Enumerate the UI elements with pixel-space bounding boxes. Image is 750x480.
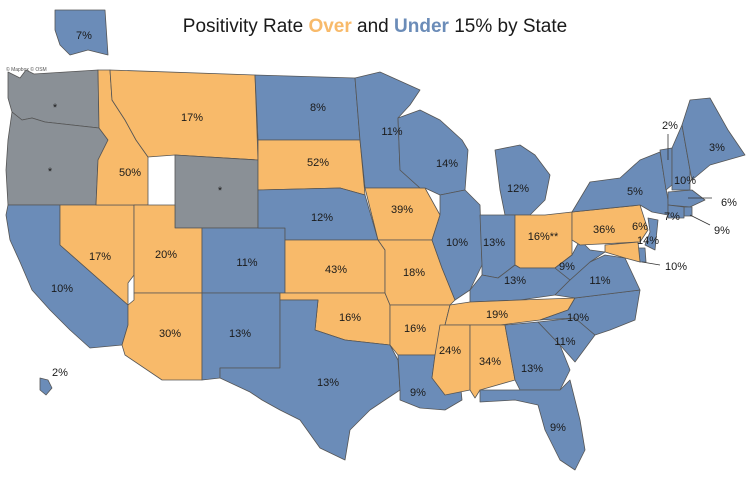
state-label-fl: 9% (550, 422, 566, 434)
state-nc[interactable] (539, 289, 641, 336)
state-label-az: 30% (159, 328, 181, 340)
state-label-nj: 6% (632, 221, 648, 233)
state-label-ga: 13% (521, 363, 543, 375)
state-label-mn: 11% (381, 126, 402, 138)
state-label-ak: 7% (76, 30, 92, 42)
state-ma[interactable] (667, 189, 706, 208)
state-il[interactable] (431, 189, 483, 301)
state-label-tx: 13% (317, 377, 339, 389)
title-under-word: Under (394, 16, 450, 37)
state-md[interactable] (604, 241, 641, 263)
state-label-co: 11% (236, 257, 257, 269)
title-over-word: Over (308, 16, 352, 37)
state-label-wi: 14% (436, 158, 458, 170)
state-label-ne: 12% (311, 212, 333, 224)
state-label-ri: 9% (714, 225, 730, 237)
state-label-nm: 13% (229, 328, 251, 340)
state-label-pa: 36% (593, 224, 615, 236)
state-label-ut: 20% (155, 249, 177, 261)
state-label-sc: 11% (554, 336, 575, 348)
state-ri[interactable] (683, 206, 693, 217)
state-label-mt: 17% (181, 112, 203, 124)
state-label-wv: 9% (559, 261, 575, 273)
state-nj[interactable] (644, 217, 659, 251)
state-label-mo: 18% (403, 267, 425, 279)
leader-ri (689, 214, 711, 226)
state-label-me: 3% (709, 142, 725, 154)
state-tx[interactable] (219, 299, 401, 461)
state-label-al: 34% (479, 356, 501, 368)
state-hi[interactable] (39, 377, 53, 396)
state-label-ca: 10% (51, 283, 73, 295)
state-ct[interactable] (667, 204, 685, 219)
state-label-tn: 19% (486, 309, 508, 321)
state-label-vt: 2% (662, 120, 678, 132)
state-wy[interactable] (174, 154, 259, 229)
state-label-id: 50% (119, 167, 141, 179)
state-label-nd: 8% (310, 102, 326, 114)
map-credit: © Mapbox © OSM (6, 66, 47, 73)
state-label-sd: 52% (307, 157, 329, 169)
state-label-wa: * (53, 102, 58, 114)
state-nd[interactable] (254, 74, 361, 141)
state-label-ia: 39% (391, 204, 413, 216)
state-wv[interactable] (554, 239, 606, 281)
state-label-mi: 12% (507, 183, 529, 195)
state-nh[interactable] (671, 124, 691, 191)
state-label-ok: 16% (339, 312, 361, 324)
state-label-or: * (48, 166, 53, 178)
state-label-nc: 10% (567, 312, 589, 324)
state-label-ny: 5% (627, 186, 643, 198)
leader-lines (641, 134, 712, 266)
state-label-oh: 16%** (528, 231, 559, 243)
state-label-ct: 7% (664, 211, 680, 223)
state-label-wy: * (218, 185, 223, 197)
state-label-la: 9% (410, 387, 426, 399)
state-label-va: 11% (589, 275, 610, 287)
state-fl[interactable] (479, 379, 586, 471)
state-labels: * * 10% 17% 50% 17% * 20% 30% 11% 13% 8%… (48, 30, 737, 434)
state-label-nh: 10% (674, 175, 696, 187)
state-label-in: 13% (483, 237, 505, 249)
leader-de (641, 261, 661, 266)
state-label-ks: 43% (325, 264, 347, 276)
state-label-ky: 13% (504, 275, 526, 287)
state-label-ar: 16% (404, 323, 426, 335)
state-label-md: 14% (637, 235, 659, 247)
state-label-ma: 6% (721, 197, 737, 209)
state-label-ms: 24% (439, 345, 461, 357)
state-me[interactable] (681, 97, 746, 181)
state-mi[interactable] (494, 144, 551, 216)
state-label-de: 10% (665, 261, 687, 273)
state-ak[interactable] (54, 9, 109, 56)
state-label-il: 10% (446, 237, 468, 249)
state-label-hi: 2% (52, 367, 68, 379)
map-title: Positivity Rate Over and Under 15% by St… (183, 16, 567, 37)
state-label-nv: 17% (89, 251, 111, 263)
